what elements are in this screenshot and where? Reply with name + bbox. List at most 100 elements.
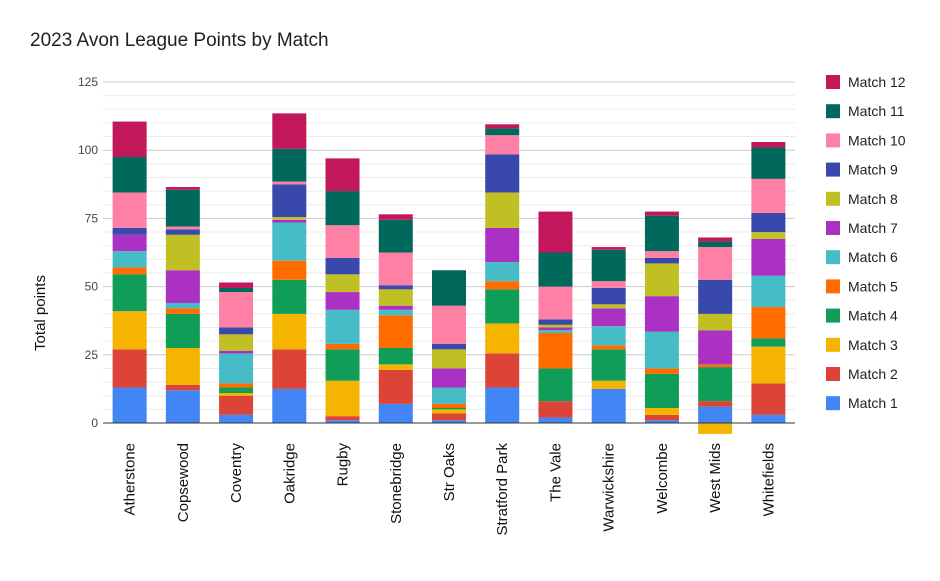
- legend-label: Match 7: [848, 220, 898, 236]
- bar-segment-match-11: [538, 252, 573, 287]
- bar-segment-match-2: [698, 401, 733, 407]
- bar-segment-match-9: [112, 227, 147, 235]
- bar-segment-match-11: [698, 241, 733, 248]
- bar-segment-match-6: [112, 251, 147, 268]
- bar-segment-match-8: [485, 192, 520, 228]
- legend: Match 12 Match 11 Match 10 Match 9 Match 8 Ma…: [826, 74, 906, 411]
- legend-swatch: [826, 162, 840, 177]
- bar-segment-match-7: [112, 234, 147, 252]
- legend-swatch: [826, 191, 840, 206]
- bar-segment-match-10: [485, 135, 520, 155]
- bar-segment-match-5: [644, 368, 679, 374]
- bar-segment-match-7: [432, 368, 466, 388]
- bar-segment-match-3: [485, 323, 520, 354]
- bar-segment-match-1: [485, 387, 520, 423]
- bar-segment-match-11: [485, 128, 520, 136]
- bar-segment-match-7: [272, 219, 307, 223]
- bar-segment-match-10: [112, 192, 147, 228]
- legend-swatch: [826, 75, 840, 89]
- bar-segment-match-9: [165, 229, 200, 235]
- bar-segment-match-1: [112, 387, 147, 423]
- bar-segment-match-5: [751, 307, 786, 339]
- bar-segment-match-8: [432, 349, 466, 369]
- bar-segment-match-10: [538, 286, 573, 320]
- legend-label: Match 2: [848, 366, 898, 382]
- bar-segment-match-7: [325, 292, 360, 310]
- x-tick-label: Atherstone: [122, 443, 139, 516]
- y-tick-label: 25: [85, 348, 99, 362]
- bar-segment-match-6: [591, 326, 626, 346]
- x-tick-label: The Vale: [547, 443, 564, 502]
- bar-segment-match-5: [698, 364, 733, 368]
- legend-label: Match 5: [848, 278, 898, 294]
- bar-segment-match-4: [485, 289, 520, 324]
- bar-segment-match-2: [325, 416, 360, 421]
- bar-segment-match-12: [378, 214, 413, 220]
- bar-segment-match-1: [538, 417, 573, 423]
- bar-segment-match-3: [272, 313, 307, 350]
- bar-segment-match-6: [538, 330, 573, 333]
- bar-segment-match-7: [751, 238, 786, 276]
- bar-segment-match-12: [751, 142, 786, 148]
- bar-segment-match-9: [698, 279, 733, 314]
- bar-segment-match-11: [378, 219, 413, 253]
- bar-segment-match-8: [591, 304, 626, 309]
- legend-swatch: [826, 337, 840, 352]
- bar-segment-match-9: [378, 285, 413, 290]
- bar-segment-match-8: [165, 234, 200, 271]
- bar-segment-match-2: [485, 353, 520, 388]
- bar-segment-match-6: [219, 353, 254, 384]
- bar-segment-match-3: [591, 380, 626, 389]
- bar-segment-match-10: [378, 252, 413, 286]
- bar-segment-match-10: [644, 251, 679, 258]
- bar-segment-match-9: [591, 287, 626, 305]
- bar-segment-match-11: [112, 157, 147, 193]
- bar-segment-match-3: [325, 380, 360, 417]
- bar-segment-match-7: [219, 350, 254, 354]
- bar-segment-match-5: [219, 383, 254, 388]
- bar-segment-match-12: [112, 121, 147, 158]
- bar-segment-match-12: [644, 211, 679, 216]
- bar-segment-match-2: [751, 383, 786, 415]
- bar-segment-match-4: [325, 349, 360, 381]
- bar-segment-match-7: [591, 308, 626, 327]
- y-axis-label: Total points: [32, 275, 49, 351]
- legend-swatch: [826, 250, 840, 265]
- bar-segment-match-6: [485, 262, 520, 282]
- bar-segment-match-2: [112, 349, 147, 388]
- bar-segment-match-10: [219, 292, 254, 328]
- bar-segment-match-2: [432, 413, 466, 421]
- bar-segment-match-5: [591, 345, 626, 350]
- bar-segment-match-7: [165, 270, 200, 303]
- bar-segment-match-1: [751, 414, 786, 423]
- bar-segment-match-3: [751, 346, 786, 384]
- bar-segment-match-10: [698, 247, 733, 280]
- bar-segment-match-6: [644, 331, 679, 369]
- bar-segment-match-5: [485, 281, 520, 290]
- bar-segment-match-12: [219, 282, 254, 288]
- bar-segment-match-3: [112, 311, 147, 350]
- bar-segment-match-4: [165, 313, 200, 348]
- x-tick-label: Whitefields: [760, 443, 777, 516]
- bar-segment-match-12: [538, 211, 573, 253]
- bar-segment-match-2: [219, 395, 254, 415]
- bar-segment-match-12: [165, 187, 200, 190]
- x-tick-label: Rugby: [335, 443, 352, 487]
- bar-segment-match-8: [272, 217, 307, 220]
- legend-label: Match 10: [848, 132, 906, 148]
- bar-segment-match-5: [378, 315, 413, 348]
- legend-label: Match 1: [848, 395, 898, 411]
- bar-segment-match-10: [751, 178, 786, 213]
- bar-segment-match-1: [698, 406, 733, 423]
- legend-label: Match 9: [848, 162, 898, 178]
- bar-segment-match-10: [165, 226, 200, 230]
- legend-label: Match 12: [848, 74, 906, 90]
- bar-segment-match-6: [432, 387, 466, 404]
- bar-segment-match-2: [272, 349, 307, 389]
- bar-segment-match-1: [272, 388, 307, 423]
- bar-segment-match-6: [751, 275, 786, 308]
- x-tick-label: Stonebridge: [388, 443, 405, 524]
- x-tick-label: West Mids: [707, 443, 724, 513]
- bar-segment-match-6: [165, 302, 200, 309]
